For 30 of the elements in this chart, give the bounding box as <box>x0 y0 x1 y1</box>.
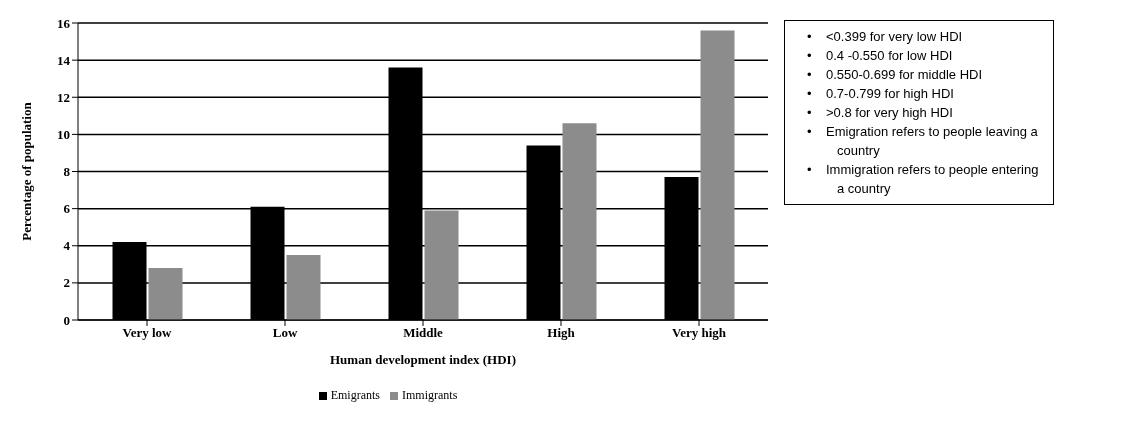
y-tick-label: 12 <box>57 89 70 105</box>
y-tick-label: 4 <box>63 238 71 254</box>
x-tick-label: High <box>547 325 576 341</box>
text: • <0.399 for very low HDI <box>806 28 964 46</box>
bar <box>562 123 597 320</box>
x-tick-label: Very low <box>122 325 173 341</box>
y-tick-label: 0 <box>63 312 70 328</box>
y-tick-label: 2 <box>63 275 70 291</box>
text: • Immigration refers to people entering a country <box>806 161 1040 198</box>
text: • 0.4 -0.550 for low HDI <box>806 47 954 65</box>
bar <box>148 268 183 320</box>
bar <box>700 30 735 320</box>
bar <box>286 255 321 320</box>
y-tick-label: 16 <box>57 15 71 31</box>
x-tick-label: Low <box>272 325 298 341</box>
y-axis-title: Percentage of population <box>18 101 34 241</box>
y-tick-label: 10 <box>57 126 70 142</box>
text: • 0.7-0.799 for high HDI <box>806 85 955 103</box>
legend-label: Immigrants <box>402 388 458 402</box>
text: • >0.8 for very high HDI <box>806 104 954 122</box>
text: • Emigration refers to people leaving a country <box>806 123 1039 160</box>
y-tick-label: 8 <box>63 164 71 180</box>
x-axis-title: Human development index (HDI) <box>330 352 516 367</box>
y-tick-label: 14 <box>57 52 71 68</box>
text: • 0.550-0.699 for middle HDI <box>806 66 984 84</box>
x-tick-label: Middle <box>403 325 444 341</box>
legend-label: Emigrants <box>330 388 380 402</box>
y-tick-label: 6 <box>63 201 71 217</box>
x-tick-label: Very high <box>671 325 727 341</box>
bar <box>424 210 459 320</box>
